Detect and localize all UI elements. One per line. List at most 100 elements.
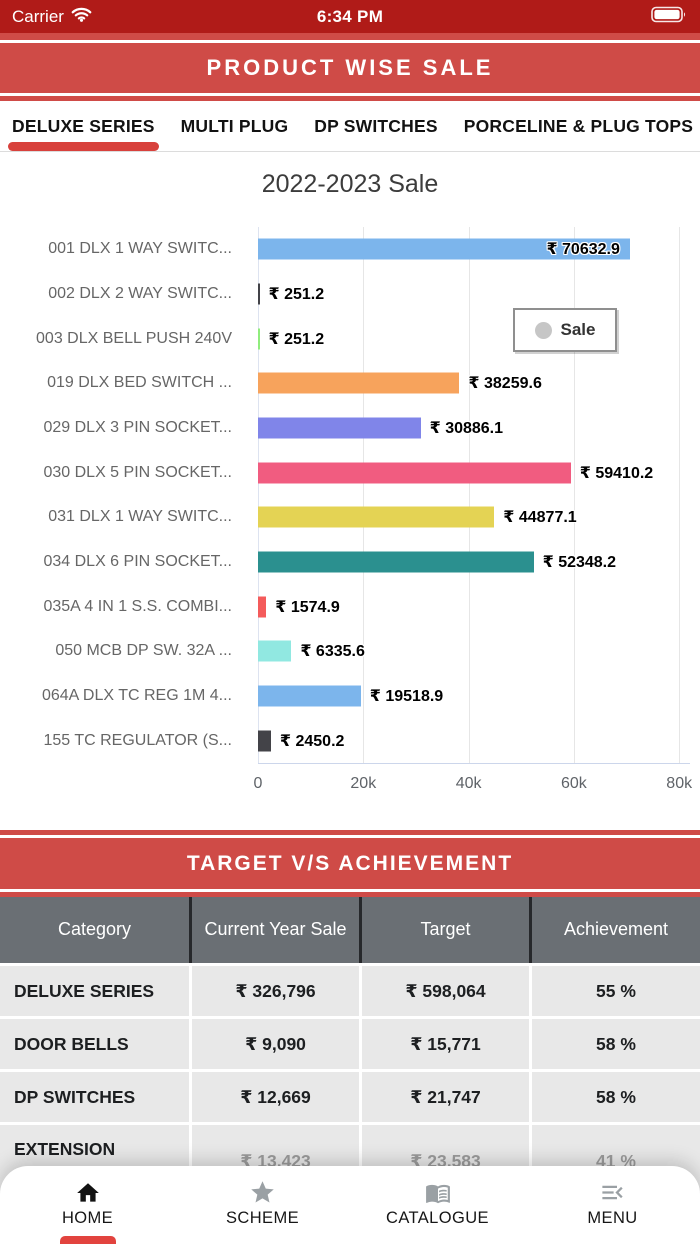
carrier-label: Carrier (12, 6, 64, 26)
target-achievement-table: Category Current Year Sale Target Achieveme… (0, 897, 700, 1197)
cell-achievement: 55 % (532, 966, 700, 1016)
bar-area: ₹ 30886.1 (258, 406, 700, 451)
sale-bar[interactable] (258, 640, 292, 662)
sale-bar[interactable] (258, 238, 630, 260)
chart-row: 035A 4 IN 1 S.S. COMBI... ₹ 1574.9 (0, 584, 700, 629)
gridline (468, 227, 470, 763)
bar-value-label: ₹ 2450.2 (279, 732, 345, 750)
bar-value-label: ₹ 1574.9 (275, 598, 340, 616)
bar-area: ₹ 2450.2 (258, 718, 700, 763)
chart-category-label: 030 DLX 5 PIN SOCKET... (43, 463, 232, 481)
chart-category-label: 155 TC REGULATOR (S... (43, 731, 233, 749)
bar-value-label: ₹ 59410.2 (579, 464, 654, 482)
tab-label: DELUXE SERIES (12, 115, 155, 136)
bottom-nav: HOME SCHEME CATALOGUE MENU (0, 1166, 700, 1244)
x-tick-label: 0 (253, 775, 263, 792)
chart-category-label: 001 DLX 1 WAY SWITC... (48, 240, 232, 258)
tab-porceline-plug-tops[interactable]: PORCELINE & PLUG TOPS (464, 101, 693, 151)
nav-label: HOME (61, 1209, 114, 1227)
table-row: DOOR BELLS ₹ 9,090 ₹ 15,771 58 % (0, 1019, 700, 1069)
x-tick-label: 60k (560, 775, 587, 792)
chart-row: 034 DLX 6 PIN SOCKET... ₹ 52348.2 (0, 540, 700, 585)
bar-area: ₹ 38259.6 (258, 361, 700, 406)
chart-plot: 001 DLX 1 WAY SWITC... ₹ 70632.9 002 DLX 2… (0, 227, 700, 764)
chart-category-label: 035A 4 IN 1 S.S. COMBI... (43, 597, 232, 615)
bar-value-label: ₹ 70632.9 (546, 241, 620, 259)
chart-row: 003 DLX BELL PUSH 240V ₹ 251.2 (0, 316, 700, 361)
chart-row: 064A DLX TC REG 1M 4... ₹ 19518.9 (0, 674, 700, 719)
chart-section: 2022-2023 Sale 001 DLX 1 WAY SWITC... ₹ 7… (0, 152, 700, 830)
chart-rows: 001 DLX 1 WAY SWITC... ₹ 70632.9 002 DLX 2… (0, 227, 700, 763)
legend-label: Sale (560, 320, 596, 339)
active-tab-underline (8, 142, 159, 151)
active-nav-indicator (59, 1236, 116, 1244)
gridline (679, 227, 681, 763)
cell-achievement: 58 % (532, 1019, 700, 1069)
nav-item-home[interactable]: HOME (0, 1166, 175, 1244)
page-title: PRODUCT WISE SALE (206, 55, 494, 80)
sale-bar[interactable] (258, 372, 460, 394)
chart-row: 031 DLX 1 WAY SWITC... ₹ 44877.1 (0, 495, 700, 540)
sale-bar[interactable] (258, 685, 361, 707)
sale-bar[interactable] (258, 462, 571, 484)
banner-divider (0, 835, 700, 838)
chart-category-label: 034 DLX 6 PIN SOCKET... (43, 552, 232, 570)
bar-area: ₹ 251.2 (258, 272, 700, 317)
gridline (363, 227, 365, 763)
bar-value-label: ₹ 251.2 (268, 330, 325, 348)
x-axis-ticks: 0 20k 40k 60k 80k (0, 763, 700, 803)
sale-bar[interactable] (258, 551, 534, 573)
bar-value-label: ₹ 251.2 (268, 285, 325, 303)
chart-row: 155 TC REGULATOR (S... ₹ 2450.2 (0, 718, 700, 763)
table-row: DELUXE SERIES ₹ 326,796 ₹ 598,064 55 % (0, 966, 700, 1016)
table-row: DP SWITCHES ₹ 12,669 ₹ 21,747 58 % (0, 1072, 700, 1122)
cell-achievement: 58 % (532, 1072, 700, 1122)
cell-current-year-sale: ₹ 12,669 (192, 1072, 359, 1122)
bar-value-label: ₹ 44877.1 (503, 509, 577, 527)
catalogue-book-icon (424, 1179, 452, 1206)
banner-title: TARGET V/S ACHIEVEMENT (186, 851, 514, 875)
bar-value-label: ₹ 52348.2 (542, 553, 617, 571)
sale-bar[interactable] (258, 506, 495, 528)
tab-label: MULTI PLUG (180, 115, 289, 136)
bar-area: ₹ 1574.9 (258, 584, 700, 629)
tab-dp-switches[interactable]: DP SWITCHES (314, 101, 437, 151)
bar-area: ₹ 19518.9 (258, 674, 700, 719)
sale-bar[interactable] (258, 417, 421, 439)
tab-multi-plug[interactable]: MULTI PLUG (181, 101, 289, 151)
table-body: DELUXE SERIES ₹ 326,796 ₹ 598,064 55 % DOOR … (0, 966, 700, 1197)
x-tick-label: 40k (455, 775, 482, 792)
sale-bar[interactable] (258, 328, 260, 350)
header-divider (0, 40, 700, 43)
nav-item-menu[interactable]: MENU (525, 1166, 700, 1244)
tab-deluxe-series[interactable]: DELUXE SERIES (8, 101, 159, 151)
cell-category: DELUXE SERIES (0, 966, 189, 1016)
bar-area: ₹ 59410.2 (258, 450, 700, 495)
sale-bar[interactable] (258, 283, 260, 305)
chart-legend[interactable]: Sale (513, 308, 617, 352)
home-icon (75, 1179, 101, 1206)
column-header-current-year-sale: Current Year Sale (192, 897, 359, 963)
chart-row: 019 DLX BED SWITCH ... ₹ 38259.6 (0, 361, 700, 406)
chart-category-label: 019 DLX BED SWITCH ... (47, 374, 232, 392)
chart-title: 2022-2023 Sale (261, 170, 439, 198)
nav-label: MENU (587, 1209, 638, 1227)
column-header-category: Category (0, 897, 189, 963)
nav-item-catalogue[interactable]: CATALOGUE (350, 1166, 525, 1244)
chart-row: 050 MCB DP SW. 32A ... ₹ 6335.6 (0, 629, 700, 674)
bar-area: ₹ 44877.1 (258, 495, 700, 540)
bar-area: ₹ 70632.9 (258, 227, 700, 272)
column-header-achievement: Achievement (532, 897, 700, 963)
banner-divider (0, 889, 700, 892)
bar-area: ₹ 251.2 (258, 316, 700, 361)
sale-bar[interactable] (258, 596, 267, 618)
tab-label: PORCELINE & PLUG TOPS (463, 115, 694, 136)
bar-area: ₹ 52348.2 (258, 540, 700, 585)
header-strip (0, 33, 700, 40)
nav-item-scheme[interactable]: SCHEME (175, 1166, 350, 1244)
x-tick-label: 80k (666, 775, 693, 792)
sale-bar[interactable] (258, 730, 271, 752)
chart-row: 002 DLX 2 WAY SWITC... ₹ 251.2 (0, 272, 700, 317)
app-header: PRODUCT WISE SALE (0, 33, 700, 101)
nav-label: SCHEME (226, 1209, 299, 1227)
